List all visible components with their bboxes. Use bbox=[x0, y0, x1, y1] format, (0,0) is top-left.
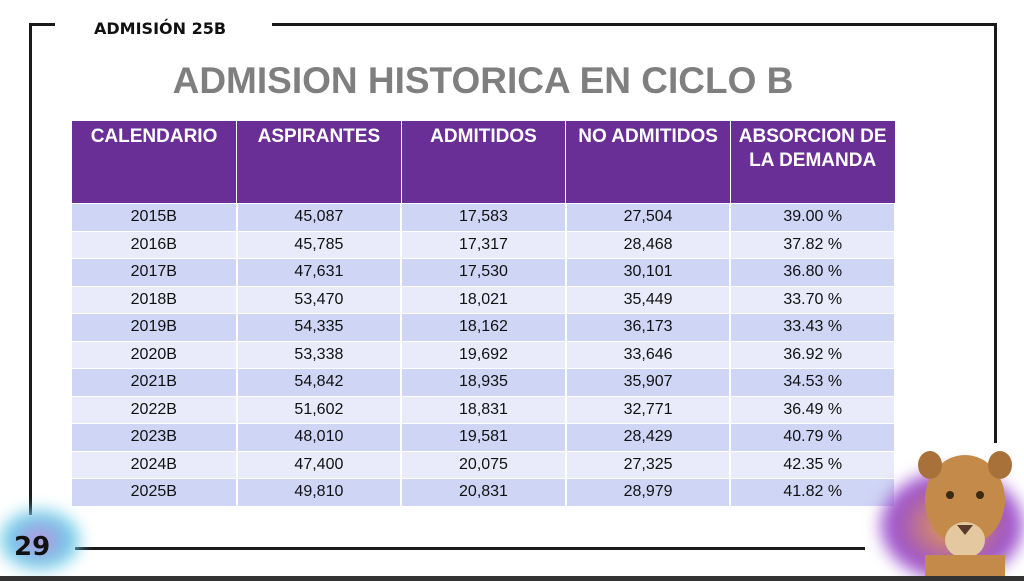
frame-bottom bbox=[75, 547, 865, 550]
column-header: ASPIRANTES bbox=[236, 121, 402, 204]
table-cell: 54,842 bbox=[236, 368, 403, 396]
table-cell: 37.82 % bbox=[730, 230, 896, 259]
table-cell: 20,831 bbox=[401, 478, 567, 506]
table-cell: 27,325 bbox=[565, 450, 732, 479]
table-row: 2015B 45,087 17,583 27,504 39.00 % bbox=[72, 203, 896, 231]
table-cell: 36,173 bbox=[565, 313, 732, 341]
table-cell: 30,101 bbox=[565, 258, 732, 286]
table-row: 2023B 48,010 19,581 28,429 40.79 % bbox=[72, 423, 896, 451]
table-cell: 19,581 bbox=[401, 423, 567, 451]
table-cell: 40.79 % bbox=[730, 423, 896, 451]
table-header-row: CALENDARIO ASPIRANTES ADMITIDOS NO ADMITIDO… bbox=[72, 121, 896, 204]
table-cell: 47,631 bbox=[236, 258, 403, 286]
table-cell: 35,449 bbox=[565, 285, 732, 314]
table-cell: 20,075 bbox=[401, 450, 567, 479]
table-row: 2024B 47,400 20,075 27,325 42.35 % bbox=[72, 450, 896, 479]
table-cell: 2017B bbox=[72, 258, 238, 286]
table-cell: 34.53 % bbox=[730, 368, 896, 396]
table-cell: 42.35 % bbox=[730, 450, 896, 479]
column-header: CALENDARIO bbox=[72, 121, 238, 204]
table-cell: 17,317 bbox=[401, 230, 567, 259]
table-row: 2025B 49,810 20,831 28,979 41.82 % bbox=[72, 478, 896, 506]
table-cell: 36.92 % bbox=[730, 340, 896, 369]
table-cell: 48,010 bbox=[236, 423, 403, 451]
admission-table: CALENDARIO ASPIRANTES ADMITIDOS NO ADMITIDO… bbox=[72, 121, 896, 506]
table-cell: 27,504 bbox=[565, 203, 732, 231]
table-cell: 18,162 bbox=[401, 313, 567, 341]
table-row: 2022B 51,602 18,831 32,771 36.49 % bbox=[72, 395, 896, 424]
table-row: 2017B 47,631 17,530 30,101 36.80 % bbox=[72, 258, 896, 286]
page-title: ADMISION HISTORICA EN CICLO B bbox=[172, 60, 794, 101]
table-cell: 2016B bbox=[72, 230, 238, 259]
frame-left bbox=[29, 23, 32, 515]
table-cell: 41.82 % bbox=[730, 478, 896, 506]
table-cell: 35,907 bbox=[565, 368, 732, 396]
table-cell: 2025B bbox=[72, 478, 238, 506]
table-cell: 33.43 % bbox=[730, 313, 896, 341]
table-cell: 28,429 bbox=[565, 423, 732, 451]
table-cell: 2020B bbox=[72, 340, 238, 369]
section-subtitle: ADMISIÓN 25B bbox=[94, 19, 227, 38]
table-cell: 2018B bbox=[72, 285, 238, 314]
table-cell: 45,785 bbox=[236, 230, 403, 259]
table-cell: 2024B bbox=[72, 450, 238, 479]
frame-top-left bbox=[29, 23, 55, 26]
table-cell: 47,400 bbox=[236, 450, 403, 479]
table-cell: 18,935 bbox=[401, 368, 567, 396]
table-row: 2021B 54,842 18,935 35,907 34.53 % bbox=[72, 368, 896, 396]
column-header: ABSORCION DE LA DEMANDA bbox=[730, 121, 896, 204]
table-row: 2020B 53,338 19,692 33,646 36.92 % bbox=[72, 340, 896, 369]
table-cell: 18,831 bbox=[401, 395, 567, 424]
table-cell: 51,602 bbox=[236, 395, 403, 424]
table-cell: 49,810 bbox=[236, 478, 403, 506]
table-cell: 28,979 bbox=[565, 478, 732, 506]
table-cell: 53,338 bbox=[236, 340, 403, 369]
table-cell: 2022B bbox=[72, 395, 238, 424]
frame-top bbox=[272, 23, 997, 26]
table-cell: 17,530 bbox=[401, 258, 567, 286]
table-cell: 39.00 % bbox=[730, 203, 896, 231]
table-cell: 36.49 % bbox=[730, 395, 896, 424]
column-header: ADMITIDOS bbox=[401, 121, 567, 204]
column-header: NO ADMITIDOS bbox=[565, 121, 731, 204]
table-row: 2016B 45,785 17,317 28,468 37.82 % bbox=[72, 230, 896, 259]
table-row: 2019B 54,335 18,162 36,173 33.43 % bbox=[72, 313, 896, 341]
table-cell: 2019B bbox=[72, 313, 238, 341]
table-cell: 2023B bbox=[72, 423, 238, 451]
table-cell: 28,468 bbox=[565, 230, 732, 259]
page-number: 29 bbox=[14, 532, 51, 562]
table-cell: 18,021 bbox=[401, 285, 567, 314]
table-row: 2018B 53,470 18,021 35,449 33.70 % bbox=[72, 285, 896, 314]
table-cell: 33.70 % bbox=[730, 285, 896, 314]
table-cell: 45,087 bbox=[236, 203, 403, 231]
table-cell: 19,692 bbox=[401, 340, 567, 369]
table-cell: 54,335 bbox=[236, 313, 403, 341]
table-cell: 2021B bbox=[72, 368, 238, 396]
table-cell: 2015B bbox=[72, 203, 238, 231]
table-cell: 53,470 bbox=[236, 285, 403, 314]
table-cell: 17,583 bbox=[401, 203, 567, 231]
bottom-bar bbox=[0, 576, 1024, 581]
paint-splash-decoration bbox=[0, 510, 80, 570]
frame-right bbox=[994, 23, 997, 443]
table-cell: 36.80 % bbox=[730, 258, 896, 286]
lioness-image bbox=[918, 451, 1012, 581]
table-cell: 33,646 bbox=[565, 340, 732, 369]
table-cell: 32,771 bbox=[565, 395, 732, 424]
